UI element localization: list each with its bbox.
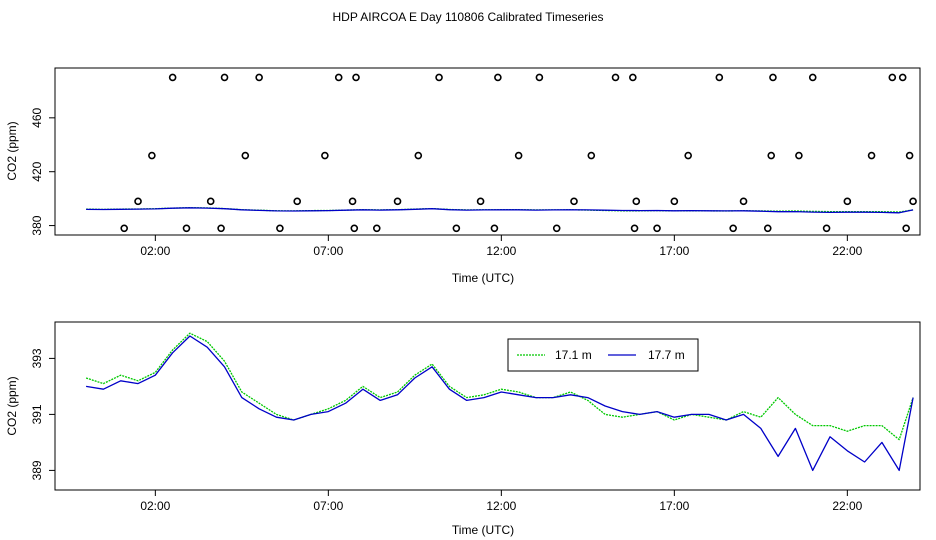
panel-1-calibration-point	[120, 224, 128, 233]
panel-1-calibration-point	[902, 224, 910, 233]
panel-2-xlabel: Time (UTC)	[452, 523, 514, 537]
panel-1-calibration-point	[490, 224, 499, 233]
panel-1-calibration-point	[535, 73, 544, 82]
panel-1-calibration-point	[769, 73, 777, 82]
panel-1-calibration-point	[739, 197, 748, 206]
panel-1-calibration-point	[452, 224, 461, 233]
panel-1-calibration-point	[334, 73, 343, 82]
panel-1-calibration-point	[348, 197, 357, 206]
panel-1-calibration-point	[729, 224, 737, 233]
panel-1-calibration-point	[393, 197, 402, 206]
panel-2-axes: 02:00 07:00 12:00 17:00 22:00 389 391 393	[30, 348, 863, 513]
panel-1-series-line-1	[86, 207, 914, 214]
panel-1-calibration-point	[867, 151, 876, 160]
panel-1-calibration-point	[148, 151, 156, 160]
panel-1-ytick-label: 460	[30, 107, 44, 127]
panel-1-calibration-point	[767, 151, 776, 160]
panel-2-ytick-label: 391	[30, 404, 44, 424]
panel-1-calibration-point	[241, 151, 250, 160]
chart-title: HDP AIRCOA E Day 110806 Calibrated Times…	[332, 10, 604, 24]
panel-2-xtick-label: 22:00	[832, 499, 862, 513]
panel-1-calibration-point	[888, 73, 897, 82]
panel-1-calibration-point	[321, 151, 329, 160]
panel-1-calibration-point	[293, 197, 302, 206]
panel-1-calibration-point	[352, 73, 360, 82]
panel-1-calibration-point	[220, 73, 229, 82]
panel-1-calibration-point	[587, 151, 596, 160]
panel-1-frame	[54, 67, 921, 236]
panel-1-calibration-point	[350, 224, 359, 233]
panel-1-calibration-point	[653, 224, 661, 233]
panel-1-xtick-label: 12:00	[486, 244, 516, 258]
panel-1-calibration-point	[808, 73, 817, 82]
panel-1-ytick-label: 420	[30, 161, 44, 181]
panel-1-calibration-point	[898, 73, 907, 82]
panel-1-calibration-point	[494, 73, 502, 82]
panel-1-calibration-point	[372, 224, 381, 233]
panel-1-xtick-label: 07:00	[313, 244, 343, 258]
panel-1-xtick-label: 17:00	[659, 244, 689, 258]
panel-1-ytick-label: 380	[30, 215, 44, 235]
panel-1-calibration-point	[795, 151, 803, 160]
panel-1-calibration-point	[763, 224, 772, 233]
panel-1-calibration-point	[715, 73, 724, 82]
legend-label-17-7m: 17.7 m	[648, 348, 685, 362]
panel-1-calibration-point	[632, 197, 641, 206]
panel-2-ylabel: CO2 (ppm)	[5, 376, 19, 435]
panel-2-series-line-1	[85, 335, 914, 472]
panel-1-calibration-point	[514, 151, 523, 160]
panel-1-calibration-point	[276, 224, 284, 233]
panel-1-calibration-point	[611, 73, 620, 82]
panel-2-ytick-label: 389	[30, 460, 44, 480]
panel-2-series-line-0	[85, 332, 914, 441]
panel-2-xtick-label: 12:00	[486, 499, 516, 513]
panel-1-ylabel: CO2 (ppm)	[5, 121, 19, 180]
panel-2-xtick-label: 07:00	[313, 499, 343, 513]
panel-1-calibration-point	[909, 197, 917, 206]
panel-1-calibration-point	[206, 197, 215, 206]
legend: 17.1 m 17.7 m	[507, 338, 699, 372]
panel-1-calibration-point	[435, 73, 443, 82]
panel-2-frame	[54, 321, 921, 491]
panel-1-calibration-point	[255, 73, 263, 82]
panel-1-calibration-point	[843, 197, 852, 206]
panel-2-xtick-label: 02:00	[140, 499, 170, 513]
panel-2-xtick-label: 17:00	[659, 499, 689, 513]
panel-1-calibration-point	[670, 197, 679, 206]
panel-1-calibration-point	[822, 224, 831, 233]
panel-1-marks	[86, 73, 917, 233]
panel-1-xlabel: Time (UTC)	[452, 271, 514, 285]
panel-1-calibration-point	[570, 197, 578, 206]
panel-1-calibration-point	[476, 197, 485, 206]
panel-1-calibration-point	[414, 151, 423, 160]
panel-2-ytick-label: 393	[30, 348, 44, 368]
panel-1-calibration-point	[552, 224, 561, 233]
legend-label-17-1m: 17.1 m	[555, 348, 592, 362]
panel-1-calibration-point	[134, 197, 142, 206]
panel-1-calibration-point	[182, 224, 191, 233]
panel-1-calibration-point	[217, 224, 225, 233]
panel-1-xtick-label: 22:00	[832, 244, 862, 258]
panel-1-calibration-point	[168, 73, 177, 82]
panel-1-calibration-point	[684, 151, 692, 160]
panel-1-calibration-point	[905, 151, 914, 160]
panel-1-xtick-label: 02:00	[140, 244, 170, 258]
panel-2-marks	[85, 332, 914, 472]
panel-1-axes: 02:00 07:00 12:00 17:00 22:00 380 420 460	[30, 107, 863, 258]
panel-1-calibration-point	[630, 224, 639, 233]
panel-1-calibration-point	[629, 73, 637, 82]
